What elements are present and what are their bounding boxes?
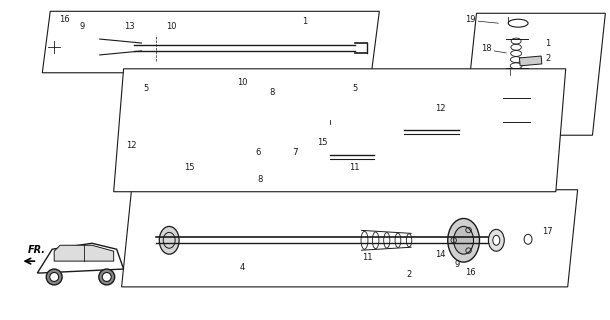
- Text: 7: 7: [292, 148, 298, 156]
- Text: 12: 12: [436, 104, 446, 113]
- Ellipse shape: [448, 219, 479, 262]
- Polygon shape: [121, 190, 578, 287]
- Ellipse shape: [489, 229, 504, 251]
- Text: 15: 15: [317, 138, 327, 147]
- Polygon shape: [42, 11, 379, 73]
- Polygon shape: [37, 243, 124, 273]
- Text: 11: 11: [350, 164, 360, 172]
- Ellipse shape: [493, 235, 500, 245]
- Text: 16: 16: [59, 15, 70, 24]
- Ellipse shape: [73, 32, 95, 62]
- Bar: [520, 56, 542, 66]
- Text: 12: 12: [126, 140, 137, 150]
- Text: 2: 2: [545, 54, 550, 63]
- Polygon shape: [113, 69, 565, 192]
- Ellipse shape: [50, 273, 59, 281]
- Text: 18: 18: [481, 44, 492, 53]
- Text: 19: 19: [465, 15, 476, 24]
- Ellipse shape: [46, 269, 62, 285]
- Ellipse shape: [364, 109, 395, 151]
- Ellipse shape: [268, 136, 277, 148]
- Text: 4: 4: [240, 263, 245, 272]
- Text: 2: 2: [406, 269, 412, 278]
- Text: 10: 10: [237, 78, 248, 87]
- Text: 10: 10: [166, 22, 176, 31]
- Ellipse shape: [284, 134, 316, 176]
- Ellipse shape: [270, 140, 274, 145]
- Text: 9: 9: [454, 260, 459, 268]
- Text: 15: 15: [184, 164, 194, 172]
- Ellipse shape: [102, 273, 111, 281]
- Text: FR.: FR.: [27, 245, 45, 255]
- Text: 16: 16: [465, 268, 476, 276]
- Text: 5: 5: [144, 84, 149, 93]
- Ellipse shape: [79, 40, 89, 54]
- Text: 8: 8: [270, 88, 275, 97]
- Ellipse shape: [151, 108, 181, 148]
- Polygon shape: [464, 13, 605, 135]
- Ellipse shape: [512, 79, 520, 86]
- Text: 8: 8: [257, 175, 263, 184]
- Ellipse shape: [454, 227, 473, 254]
- Text: 11: 11: [362, 253, 373, 262]
- Ellipse shape: [514, 81, 518, 84]
- Ellipse shape: [370, 116, 389, 144]
- Text: 1: 1: [545, 38, 550, 48]
- Ellipse shape: [159, 227, 179, 254]
- Text: 5: 5: [352, 84, 357, 93]
- Ellipse shape: [157, 116, 175, 141]
- Text: 13: 13: [124, 22, 135, 31]
- Text: 9: 9: [79, 22, 85, 31]
- Text: 6: 6: [256, 148, 261, 156]
- Ellipse shape: [99, 269, 115, 285]
- Text: 1: 1: [303, 17, 307, 26]
- Text: 17: 17: [542, 227, 553, 236]
- Text: 14: 14: [436, 250, 446, 259]
- Bar: [508, 128, 524, 133]
- Polygon shape: [54, 245, 113, 261]
